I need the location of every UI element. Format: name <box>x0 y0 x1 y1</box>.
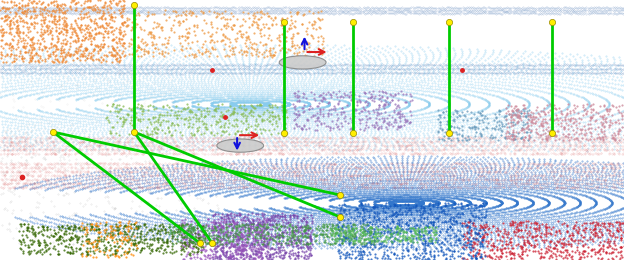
Ellipse shape <box>217 139 263 152</box>
Ellipse shape <box>280 56 326 69</box>
